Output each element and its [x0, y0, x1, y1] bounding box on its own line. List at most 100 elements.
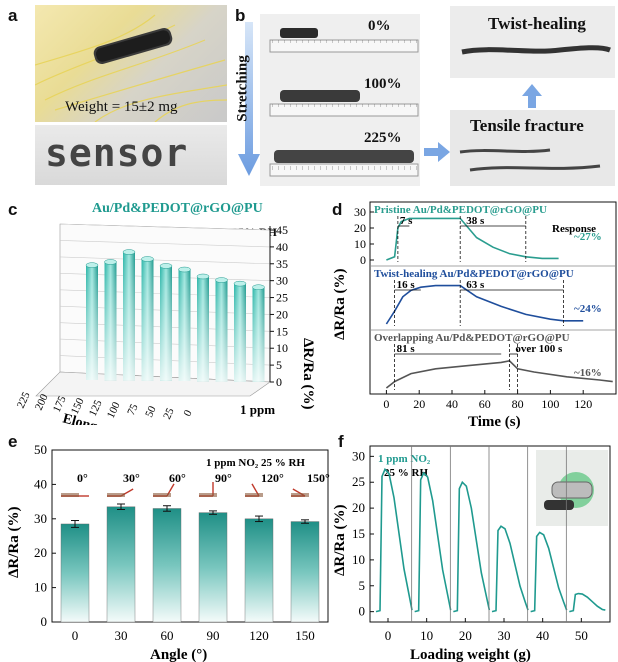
angle-label: 150°	[307, 471, 330, 485]
bar-elongation-125	[159, 263, 173, 381]
panel-label-a: a	[8, 6, 18, 25]
bar-elongation-50	[215, 277, 228, 382]
chart-c-ytick: 35	[276, 257, 288, 271]
panel-label-b: b	[235, 6, 246, 25]
peak-weight-0	[375, 467, 413, 613]
chart-d-response-header: Response	[552, 223, 596, 235]
bar-elongation-150	[141, 256, 154, 381]
chart-d-xtick: 40	[446, 397, 458, 411]
bar-elongation-225	[85, 262, 99, 380]
chart-d-xlabel: Time (s)	[468, 414, 521, 430]
chart-f-note-1: 1 ppm NO₂	[378, 453, 431, 465]
twist-healing-label: Twist-healing	[488, 14, 586, 33]
panel-label-e: e	[8, 432, 18, 451]
to-fracture-arrow	[424, 142, 450, 162]
trace-response: ~27%	[574, 231, 602, 243]
chart-d-xtick: 60	[479, 397, 491, 411]
bar-elongation-25	[233, 280, 247, 382]
chart-d-xtick: 0	[383, 397, 389, 411]
bar-elongation-175	[122, 249, 136, 381]
panel-f: f ΔR/Ra (%) Loading weight (g) 1 ppm NO₂…	[330, 430, 618, 662]
photo-fiber-on-feather: Weight = 15±2 mg	[35, 5, 227, 122]
bent-sensor-30	[107, 488, 134, 497]
weight-text: Weight = 15±2 mg	[65, 99, 178, 115]
tensile-fracture-label: Tensile fracture	[470, 116, 584, 135]
chart-c-ytick: 5	[276, 358, 282, 372]
chart-e-xtick: 30	[115, 628, 128, 643]
chart-d-ytick: 30	[354, 205, 366, 219]
chart-d-ytick: 0	[360, 253, 366, 267]
feather-drawing	[35, 14, 227, 122]
chart-f-ytick: 20	[352, 500, 365, 515]
chart-f-xlabel: Loading weight (g)	[410, 647, 531, 662]
peak-weight-10	[414, 471, 452, 613]
chart-c-ylabel: ΔR/Ra (%)	[300, 338, 316, 409]
chart-c-ytick: 0	[276, 375, 282, 389]
bar-elongation-100	[178, 266, 191, 381]
chart-f-xtick: 40	[536, 628, 549, 643]
angle-label: 0°	[77, 471, 88, 485]
chart-f-xtick: 30	[498, 628, 511, 643]
chart-loading-weight: ΔR/Ra (%) Loading weight (g) 1 ppm NO₂ 2…	[332, 445, 611, 662]
trace-response: ~16%	[574, 367, 602, 379]
chart-c-xtick: 225	[15, 390, 33, 410]
chart-time-response: ΔR/Ra (%) Time (s) Response Pristine Au/…	[332, 201, 617, 430]
bar-elongation-200	[104, 259, 117, 381]
chart-e-note: 1 ppm NO₂ 25 % RH	[206, 457, 305, 469]
chart-f-ytick: 0	[359, 604, 366, 619]
photo-sensor-word: sensor	[35, 125, 227, 185]
angle-label: 60°	[169, 471, 186, 485]
chart-e-ytick: 40	[34, 476, 47, 491]
angle-label: 120°	[261, 471, 284, 485]
chart-c-ytick: 15	[276, 324, 288, 338]
sensor-text: sensor	[45, 131, 189, 175]
bar-angle-30	[106, 503, 136, 623]
chart-c-ytick: 40	[276, 240, 288, 254]
chart-c-depth-label: 1 ppm	[240, 402, 275, 417]
peak-weight-20	[453, 480, 491, 613]
panel-label-f: f	[338, 432, 344, 451]
strain-225: 225%	[364, 130, 402, 146]
chart-f-xtick: 0	[385, 628, 392, 643]
stretching-arrow	[238, 22, 260, 176]
photo-twist-healing: Twist-healing	[450, 6, 615, 78]
bent-sensor-120	[245, 483, 263, 497]
fiber-100-percent	[280, 90, 360, 102]
chart-f-ytick: 30	[352, 448, 365, 463]
bent-sensor-0	[61, 493, 89, 497]
chart-c-xtick: 125	[87, 398, 105, 418]
chart-d-xtick: 100	[541, 397, 559, 411]
chart-c-xtick: 0	[182, 408, 195, 419]
chart-c-xtick: 50	[143, 404, 159, 419]
chart-e-ytick: 10	[34, 580, 47, 595]
chart-e-xlabel: Angle (°)	[150, 647, 207, 662]
bent-sensor-90	[199, 482, 217, 497]
to-healing-arrow	[522, 84, 542, 108]
panel-d: d ΔR/Ra (%) Time (s) Response Pristine A…	[330, 190, 618, 430]
photo-tensile-fracture: Tensile fracture	[450, 110, 615, 186]
chart-c-xtick: 75	[125, 402, 141, 417]
chart-bending-angle: ΔR/Ra (%) Angle (°) 1 ppm NO₂ 25 % RH 0°…	[6, 442, 330, 662]
chart-c-xtick: 25	[161, 406, 177, 421]
chart-f-xtick: 10	[420, 628, 433, 643]
chart-c-ytick: 45	[276, 223, 288, 237]
photo-sensor-device	[536, 450, 608, 526]
panel-e: e ΔR/Ra (%) Angle (°) 1 ppm NO₂ 25 % RH …	[0, 430, 330, 662]
panel-c: c Au/Pd&PEDOT@rGO@PU 25% RH ΔR/Ra (%) El…	[0, 190, 330, 425]
panel-label-d: d	[332, 200, 343, 219]
angle-label: 90°	[215, 471, 232, 485]
trace-time-1: 16 s	[397, 279, 416, 291]
chart-f-ylabel: ΔR/Ra (%)	[332, 505, 348, 576]
chart-e-xtick: 60	[161, 628, 174, 643]
bar-angle-120	[244, 515, 274, 623]
panel-label-c: c	[8, 200, 18, 219]
chart-c-xtick: 100	[105, 400, 123, 420]
chart-e-xtick: 120	[249, 628, 269, 643]
chart-d-ytick: 20	[354, 221, 366, 235]
trace-title: Pristine Au/Pd&PEDOT@rGO@PU	[374, 204, 547, 216]
chart-f-xtick: 20	[459, 628, 472, 643]
chart-d-xtick: 20	[413, 397, 425, 411]
angle-label: 30°	[123, 471, 140, 485]
photo-stretching-rulers: 0% 100% 225%	[260, 14, 420, 186]
chart-d-xtick: 80	[512, 397, 524, 411]
